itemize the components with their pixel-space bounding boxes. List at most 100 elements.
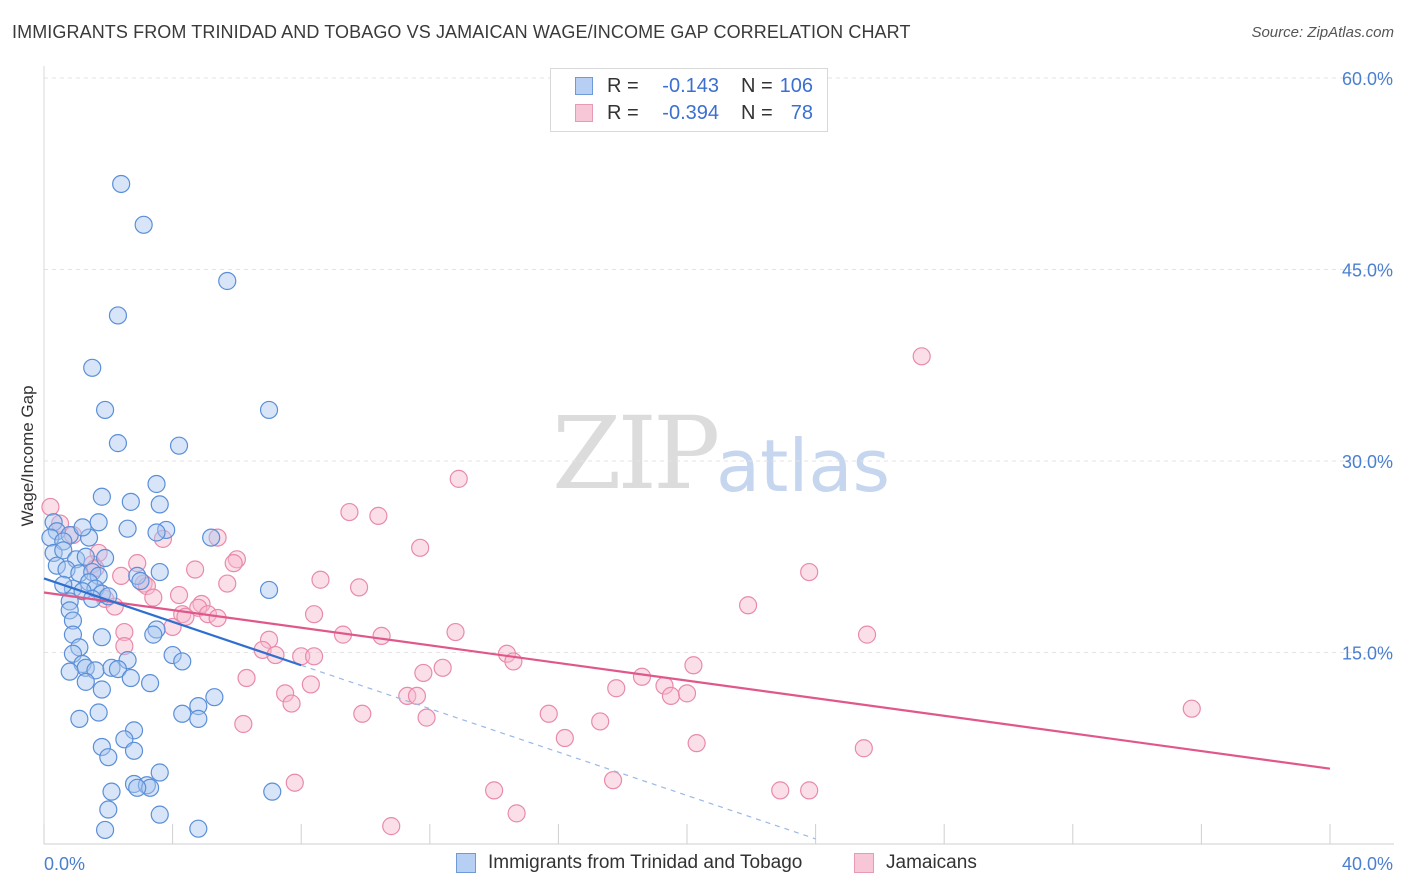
series2-swatch (575, 104, 593, 122)
point-jamaicans (591, 712, 610, 731)
point-trinidad-tobago (95, 820, 115, 840)
series2-legend-label: Jamaicans (886, 852, 977, 873)
point-jamaicans (112, 566, 131, 586)
data-points (41, 174, 1201, 840)
point-trinidad-tobago (99, 800, 118, 819)
point-jamaicans (800, 781, 819, 800)
point-trinidad-tobago (79, 528, 99, 547)
r-label: R = (607, 101, 639, 124)
trend-lines (43, 577, 1331, 840)
point-trinidad-tobago (163, 645, 182, 665)
point-trinidad-tobago (144, 625, 163, 644)
series2-legend-swatch (854, 853, 874, 873)
point-trinidad-tobago (134, 215, 153, 234)
point-trinidad-tobago (173, 652, 192, 671)
point-trinidad-tobago (259, 400, 279, 420)
watermark-atlas: atlas (716, 424, 890, 508)
point-jamaicans (340, 502, 359, 522)
n-value: 78 (790, 101, 813, 124)
x-tick-label: 0.0% (44, 854, 85, 874)
point-trinidad-tobago (60, 601, 79, 620)
source-note: Source: ZipAtlas.com (1251, 24, 1394, 41)
point-jamaicans (417, 708, 436, 727)
point-trinidad-tobago (169, 436, 189, 455)
point-jamaicans (304, 647, 324, 666)
trend-line-jamaicans (43, 591, 1331, 770)
point-trinidad-tobago (259, 580, 279, 600)
point-trinidad-tobago (99, 748, 118, 767)
point-trinidad-tobago (189, 819, 208, 838)
point-jamaicans (433, 658, 452, 677)
point-jamaicans (169, 585, 189, 605)
point-jamaicans (661, 686, 681, 706)
bottom-legend-series1: Immigrants from Trinidad and Tobago (456, 852, 802, 874)
point-jamaicans (414, 663, 433, 683)
point-trinidad-tobago (147, 474, 166, 494)
point-trinidad-tobago (128, 778, 147, 797)
point-jamaicans (854, 739, 873, 758)
point-trinidad-tobago (108, 306, 128, 325)
point-jamaicans (800, 562, 819, 582)
point-jamaicans (771, 781, 790, 800)
point-jamaicans (738, 596, 758, 615)
gridlines (44, 77, 1394, 653)
point-trinidad-tobago (173, 704, 192, 723)
point-jamaicans (446, 622, 465, 642)
point-jamaicans (677, 684, 697, 703)
point-trinidad-tobago (76, 547, 95, 566)
correlation-legend: R = -0.143 N = 106 R = -0.394 N = 78 (550, 68, 828, 132)
point-jamaicans (276, 684, 295, 703)
point-jamaicans (353, 704, 372, 723)
point-jamaicans (186, 560, 205, 579)
point-trinidad-tobago (121, 492, 140, 511)
point-jamaicans (603, 771, 623, 790)
point-jamaicans (382, 817, 401, 836)
r-value: -0.394 (662, 101, 719, 124)
trend-line-trinidad-tobago (43, 577, 302, 667)
point-jamaicans (507, 804, 526, 823)
point-jamaicans (224, 554, 243, 573)
point-jamaicans (115, 637, 134, 656)
point-trinidad-tobago (150, 763, 169, 782)
point-trinidad-tobago (147, 523, 166, 542)
n-label: N = (741, 101, 773, 124)
point-jamaicans (208, 528, 227, 547)
point-jamaicans (259, 630, 279, 649)
point-jamaicans (687, 734, 706, 753)
point-jamaicans (372, 626, 391, 646)
point-trinidad-tobago (102, 658, 121, 677)
series1-legend-label: Immigrants from Trinidad and Tobago (488, 852, 803, 873)
point-trinidad-tobago (92, 628, 111, 647)
point-jamaicans (237, 668, 256, 688)
point-jamaicans (912, 347, 931, 366)
series1-swatch (575, 77, 593, 95)
point-trinidad-tobago (92, 680, 111, 699)
point-trinidad-tobago (92, 487, 111, 506)
y-tick-label: 60.0% (1342, 69, 1393, 89)
chart-title: IMMIGRANTS FROM TRINIDAD AND TOBAGO VS J… (12, 22, 911, 42)
point-jamaicans (407, 686, 427, 706)
point-jamaicans (266, 645, 285, 665)
point-trinidad-tobago (140, 674, 160, 693)
x-tick-label: 40.0% (1342, 854, 1393, 874)
point-jamaicans (311, 570, 330, 589)
point-trinidad-tobago (121, 668, 140, 688)
point-jamaicans (349, 578, 369, 597)
point-trinidad-tobago (150, 805, 169, 824)
point-trinidad-tobago (140, 778, 160, 797)
point-trinidad-tobago (150, 495, 169, 514)
point-trinidad-tobago (108, 434, 128, 453)
point-jamaicans (607, 679, 626, 698)
y-tick-label: 45.0% (1342, 261, 1393, 281)
point-jamaicans (234, 714, 253, 734)
point-jamaicans (398, 686, 417, 706)
point-trinidad-tobago (95, 548, 115, 568)
point-jamaicans (115, 622, 134, 642)
y-tick-label: 30.0% (1342, 452, 1393, 472)
tick-labels: 15.0% 30.0% 45.0% 60.0% 0.0% 40.0% (44, 69, 1393, 874)
y-axis-label: Wage/Income Gap (18, 385, 37, 526)
point-trinidad-tobago (73, 518, 92, 537)
n-value: 106 (779, 74, 813, 97)
point-trinidad-tobago (218, 271, 237, 291)
